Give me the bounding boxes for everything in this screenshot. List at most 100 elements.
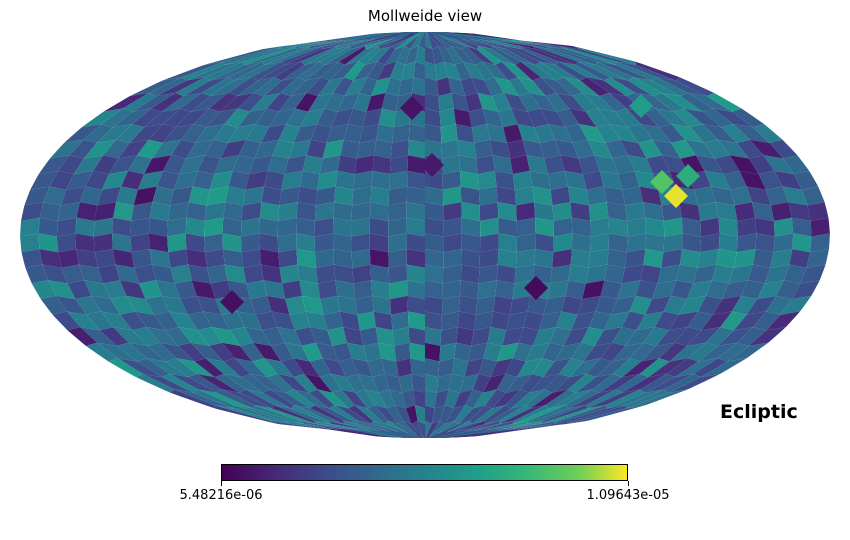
healpix-pixel [482, 61, 509, 81]
healpix-pixel [425, 358, 440, 378]
healpix-pixel [752, 124, 783, 143]
healpix-pixel [405, 405, 418, 424]
healpix-pixel [353, 280, 373, 300]
healpix-pixel [294, 405, 345, 424]
healpix-pixel [137, 170, 163, 190]
healpix-pixel [281, 61, 320, 81]
healpix-pixel [650, 170, 674, 194]
healpix-pixel [137, 139, 163, 159]
healpix-pixel [480, 233, 499, 253]
healpix-pixel [588, 202, 609, 221]
healpix-pixel [259, 202, 280, 221]
healpix-pixel [159, 342, 195, 362]
healpix-pixel [477, 92, 499, 112]
healpix-pixel [728, 264, 753, 284]
healpix-pixel [354, 155, 375, 175]
healpix-pixel [80, 327, 117, 346]
healpix-pixel [132, 108, 162, 128]
healpix-pixel [249, 155, 273, 175]
healpix-pixel [590, 217, 610, 237]
healpix-pixel [482, 108, 504, 128]
healpix-pixel [39, 249, 62, 268]
healpix-pixel [131, 202, 153, 221]
healpix-pixel [506, 311, 528, 331]
healpix-pixel [152, 139, 182, 159]
healpix-pixel [317, 108, 338, 128]
healpix-pixel [146, 327, 179, 346]
healpix-pixel [371, 420, 425, 438]
healpix-pixel [209, 342, 235, 362]
healpix-pixel [626, 233, 646, 253]
healpix-pixel [703, 139, 730, 159]
healpix-pixel [598, 373, 640, 393]
healpix-pixel [130, 217, 150, 237]
healpix-pixel [39, 202, 61, 221]
healpix-pixel [597, 108, 628, 128]
healpix-pixel [264, 46, 325, 65]
healpix-pixel [465, 46, 496, 65]
healpix-pixel [316, 264, 336, 284]
healpix-pixel [252, 405, 305, 424]
healpix-pixel [297, 61, 325, 81]
healpix-pixel [425, 373, 439, 393]
healpix-pixel [425, 32, 477, 50]
healpix-pixel [329, 61, 358, 81]
healpix-pixel [621, 373, 667, 393]
healpix-pixel [407, 295, 425, 315]
healpix-pixel [103, 280, 127, 300]
healpix-pixel [171, 139, 196, 159]
healpix-pixel [333, 249, 353, 268]
healpix-pixel [627, 124, 653, 143]
healpix-pixel [610, 77, 654, 97]
healpix-pixel-field [20, 32, 830, 438]
healpix-pixel [455, 61, 472, 81]
healpix-pixel [84, 280, 111, 300]
healpix-pixel [370, 186, 390, 206]
healpix-pixel [512, 342, 533, 362]
healpix-pixel [214, 373, 246, 393]
healpix-pixel [277, 233, 297, 253]
healpix-pixel [260, 124, 287, 143]
healpix-pixel [323, 311, 343, 331]
healpix-pixel [606, 202, 628, 221]
healpix-pixel [297, 186, 318, 206]
healpix-pixel [425, 420, 485, 438]
healpix-pixel [389, 170, 408, 190]
healpix-pixel [505, 389, 530, 409]
healpix-pixel [674, 327, 702, 346]
healpix-pixel [314, 202, 335, 221]
healpix-pixel [372, 373, 390, 393]
healpix-pixel [425, 327, 442, 346]
healpix-pixel [222, 389, 272, 409]
healpix-pixel [197, 155, 221, 175]
healpix-pixel [543, 358, 572, 378]
map-title: Mollweide view [367, 7, 483, 25]
healpix-pixel [580, 77, 609, 97]
healpix-pixel [365, 389, 387, 409]
colorbar-gradient [222, 465, 627, 480]
colorbar-max-label: 1.09643e-05 [586, 488, 670, 503]
healpix-pixel [289, 311, 311, 331]
healpix-pixel [425, 420, 459, 438]
healpix-pixel [20, 217, 40, 237]
healpix-pixel [788, 202, 811, 221]
healpix-pixel [492, 92, 512, 112]
healpix-pixel [501, 61, 533, 81]
healpix-pixel [770, 249, 793, 268]
healpix-pixel [357, 46, 381, 65]
healpix-pixel [443, 202, 462, 221]
healpix-pixel [475, 61, 495, 81]
healpix-pixel [398, 373, 414, 393]
healpix-pixel [498, 217, 518, 237]
healpix-pixel [764, 264, 790, 284]
healpix-pixel [769, 139, 798, 159]
healpix-pixel [539, 139, 561, 159]
healpix-pixel [456, 327, 474, 346]
healpix-pixel [752, 249, 774, 268]
healpix-pixel [425, 295, 443, 315]
healpix-pixel [545, 389, 576, 409]
healpix-pixel [733, 249, 756, 268]
healpix-pixel [401, 61, 416, 81]
healpix-pixel [181, 61, 225, 81]
healpix-pixel [332, 342, 352, 362]
